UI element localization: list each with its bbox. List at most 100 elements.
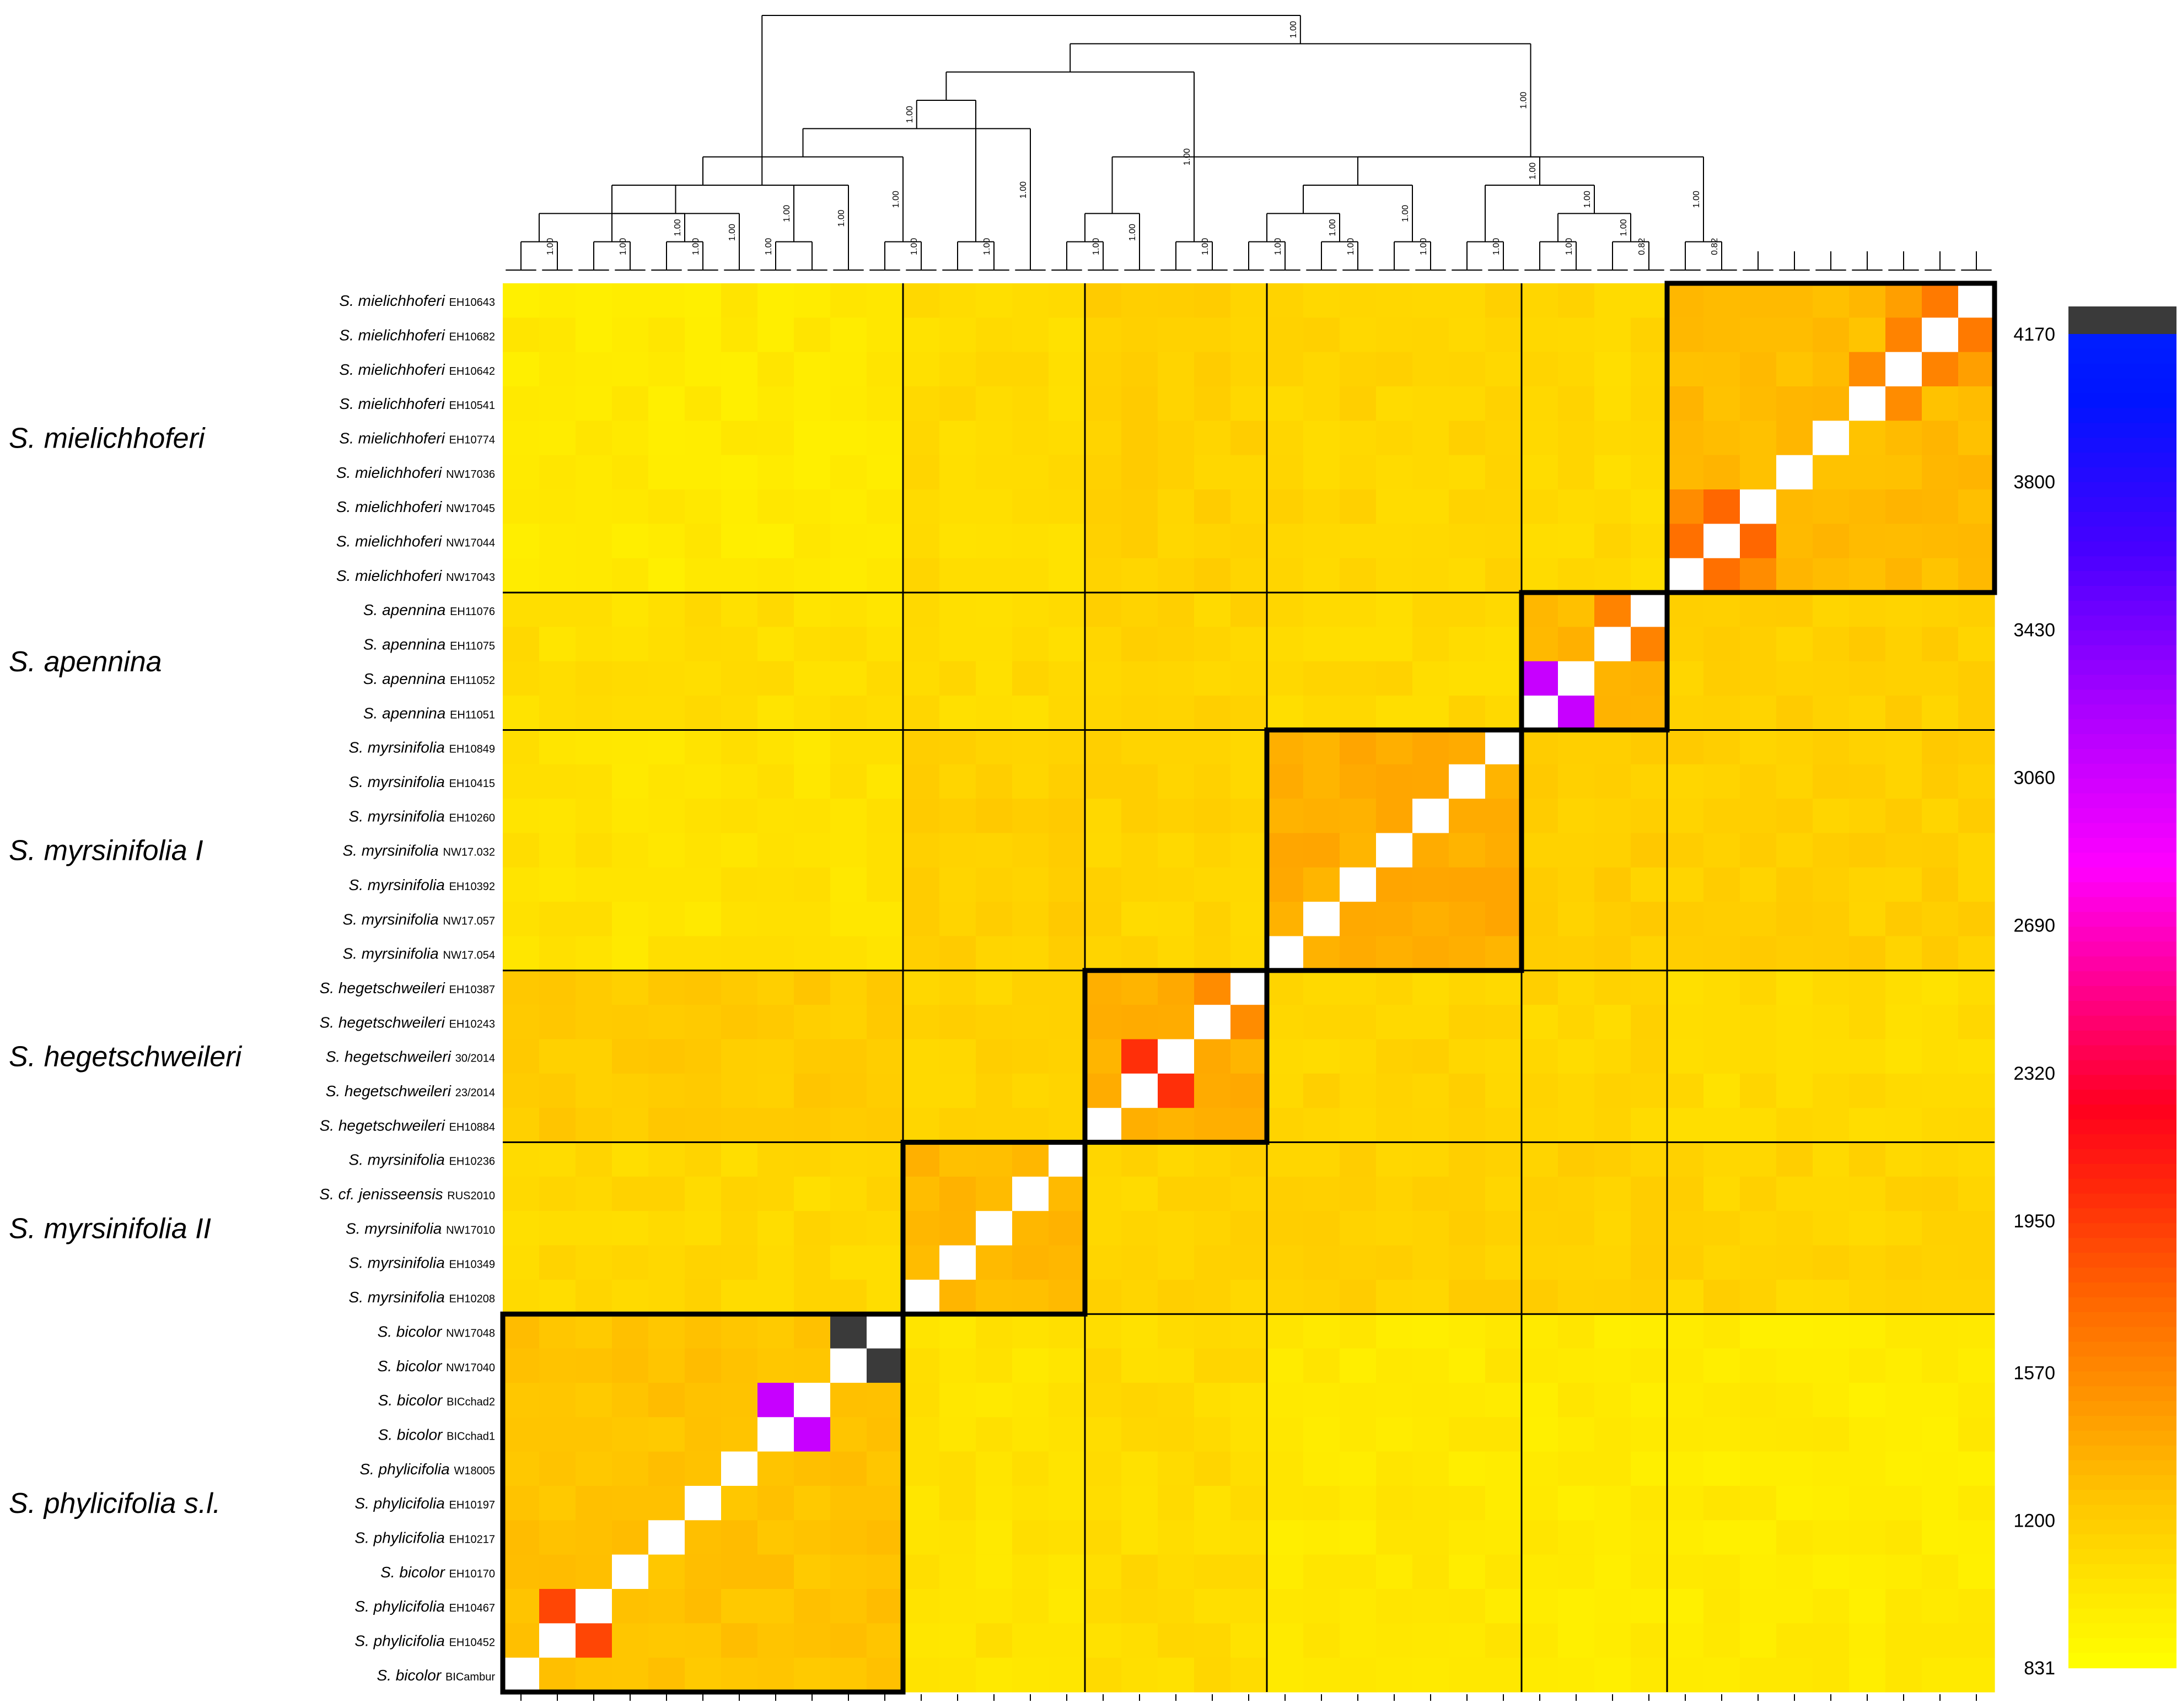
support-value: 1.00 [1346, 238, 1356, 255]
heatmap-cell [1412, 1382, 1449, 1418]
heatmap-cell [1631, 764, 1668, 799]
heatmap-cell [685, 1039, 722, 1074]
heatmap-cell [903, 1314, 940, 1349]
heatmap-cell [576, 833, 612, 868]
colorbar-segment [2068, 1223, 2176, 1239]
heatmap-cell [1558, 489, 1595, 524]
heatmap-cell [539, 1485, 576, 1521]
heatmap-cell [1594, 799, 1631, 834]
heatmap-cell [1267, 867, 1304, 902]
heatmap-cell [576, 799, 612, 834]
heatmap-cell [1049, 1382, 1085, 1418]
heatmap-cell [939, 661, 976, 696]
heatmap-cell [903, 764, 940, 799]
heatmap-cell [794, 1211, 831, 1246]
heatmap-cell [976, 489, 1013, 524]
heatmap-cell [1376, 489, 1413, 524]
heatmap-cell [1740, 764, 1777, 799]
heatmap-cell [1049, 283, 1085, 318]
heatmap-cell [939, 1417, 976, 1452]
heatmap-cell [1558, 1211, 1595, 1246]
heatmap-cell [1558, 867, 1595, 902]
heatmap-cell [830, 352, 867, 387]
row-label: S. bicolor EH10170 [380, 1564, 495, 1581]
heatmap-cell [1922, 1485, 1959, 1521]
heatmap-cell [1340, 1279, 1377, 1314]
heatmap-cell [1340, 592, 1377, 628]
heatmap-cell [1049, 1554, 1085, 1590]
heatmap-cell [1958, 1108, 1995, 1143]
heatmap-cell [1922, 1279, 1959, 1314]
heatmap-cell [757, 1485, 794, 1521]
heatmap-cell [976, 1382, 1013, 1418]
heatmap-cell [1667, 661, 1704, 696]
row-label-species: S. myrsinifolia [349, 773, 449, 790]
heatmap-cell [1085, 1485, 1122, 1521]
heatmap-cell [1158, 867, 1195, 902]
heatmap-cell [576, 1039, 612, 1074]
heatmap-cell [1740, 1588, 1777, 1624]
heatmap-cell [721, 1005, 758, 1040]
heatmap-cell [1922, 1417, 1959, 1452]
heatmap-cell [1121, 1657, 1158, 1693]
support-value: 1.00 [1519, 91, 1529, 109]
heatmap-cell [503, 1417, 540, 1452]
heatmap-cell [1230, 1485, 1267, 1521]
heatmap-cell [1522, 317, 1558, 353]
heatmap-cell [1340, 1142, 1377, 1177]
heatmap-cell [1230, 1657, 1267, 1693]
heatmap-cell [830, 1451, 867, 1486]
colorbar-segment [2068, 675, 2176, 691]
heatmap-cell [1012, 627, 1049, 662]
heatmap-cell [576, 1485, 612, 1521]
heatmap-cell [1085, 1588, 1122, 1624]
heatmap-cell [1267, 1554, 1304, 1590]
heatmap-cell [830, 283, 867, 318]
heatmap-cell [503, 661, 540, 696]
heatmap-cell [1631, 970, 1668, 1005]
dendrogram-support-labels: 1.00 1.00 1.001.001.001.001.001.001.00 1.00… [546, 21, 1719, 255]
heatmap-cell [1194, 1039, 1231, 1074]
heatmap-cell [1813, 283, 1850, 318]
heatmap-cell [1849, 352, 1886, 387]
row-label: S. mielichhoferi NW17044 [336, 533, 495, 550]
heatmap-cell [1230, 661, 1267, 696]
colorbar-segment [2068, 1534, 2176, 1550]
heatmap-cell [976, 524, 1013, 559]
row-label-species: S. myrsinifolia [342, 842, 443, 859]
heatmap-cell [721, 1623, 758, 1658]
heatmap-cell [1813, 1142, 1850, 1177]
heatmap-cell [1958, 1314, 1995, 1349]
heatmap-cell [976, 1142, 1013, 1177]
heatmap-cell [1594, 283, 1631, 318]
heatmap-cell [1158, 1623, 1195, 1658]
heatmap-cell [1631, 1245, 1668, 1280]
heatmap-cell [867, 1211, 904, 1246]
heatmap-cell [1667, 1451, 1704, 1486]
heatmap-cell [1340, 1005, 1377, 1040]
heatmap-cell [721, 1279, 758, 1314]
colorbar-segment [2068, 645, 2176, 661]
heatmap-cell [1267, 1382, 1304, 1418]
heatmap-cell [539, 524, 576, 559]
colorbar-segment [2068, 1149, 2176, 1165]
row-label-species: S. bicolor [377, 1667, 445, 1684]
heatmap-cell [830, 455, 867, 490]
heatmap-cell [503, 1451, 540, 1486]
heatmap-cell [1522, 1314, 1558, 1349]
heatmap-cell [1522, 592, 1558, 628]
heatmap-cell [1449, 317, 1486, 353]
heatmap-cell [1121, 455, 1158, 490]
heatmap-cell [1412, 1314, 1449, 1349]
heatmap-cell [1194, 936, 1231, 971]
heatmap-cell [1631, 558, 1668, 593]
heatmap-cell [1449, 1211, 1486, 1246]
heatmap-cell [903, 1588, 940, 1624]
row-label: S. phylicifolia EH10467 [354, 1598, 495, 1615]
heatmap-cell [503, 1176, 540, 1211]
heatmap-cell [976, 1245, 1013, 1280]
heatmap-cell [1703, 1176, 1740, 1211]
heatmap-cell [757, 661, 794, 696]
heatmap-cell [1121, 592, 1158, 628]
support-value: 0.82 [1710, 238, 1719, 255]
